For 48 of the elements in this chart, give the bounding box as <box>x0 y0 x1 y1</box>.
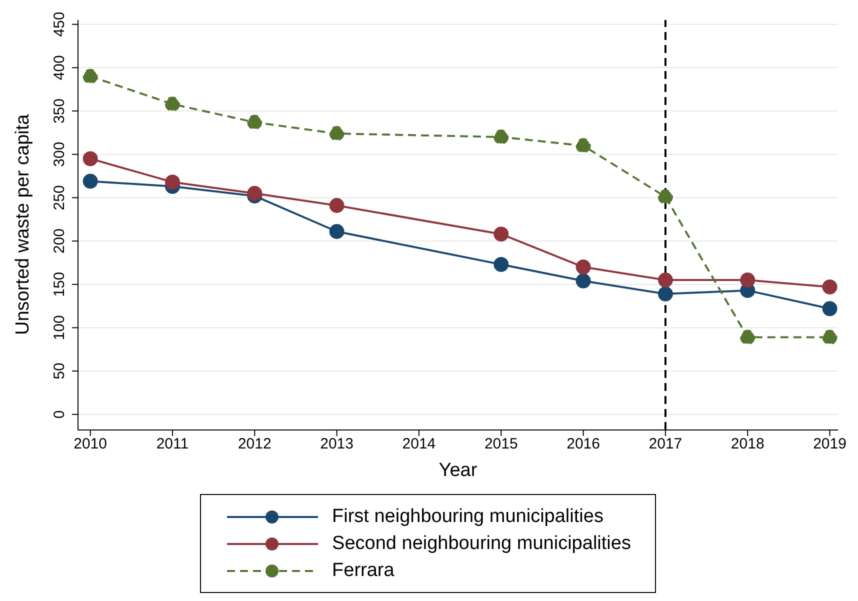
point <box>740 330 756 345</box>
x-tick-label: 2013 <box>320 436 354 453</box>
point <box>329 224 344 239</box>
point <box>494 130 509 145</box>
legend-label: Ferrara <box>332 560 394 582</box>
point <box>576 260 591 275</box>
x-tick-label: 2012 <box>238 436 272 453</box>
point <box>247 114 262 130</box>
x-tick-label: 2010 <box>74 436 108 453</box>
x-tick-label: 2014 <box>402 436 436 453</box>
x-tick-label: 2011 <box>156 436 189 453</box>
point <box>494 226 509 242</box>
x-tick-label: 2017 <box>648 436 682 453</box>
x-tick-label: 2018 <box>730 436 764 453</box>
legend-label: First neighbouring municipalities <box>332 506 604 528</box>
point <box>164 96 180 112</box>
point <box>329 198 344 213</box>
point <box>822 279 838 294</box>
x-axis-title: Year <box>438 460 478 481</box>
y-tick-label: 350 <box>51 98 68 124</box>
point <box>740 272 756 288</box>
point <box>164 174 180 190</box>
point <box>822 301 838 316</box>
x-tick-label: 2016 <box>566 436 600 453</box>
point <box>82 68 98 84</box>
point <box>658 286 673 302</box>
y-tick-label: 150 <box>51 272 68 297</box>
y-tick-label: 50 <box>51 362 68 380</box>
x-tick-label: 2019 <box>813 436 846 453</box>
point <box>576 273 591 288</box>
point <box>576 138 591 154</box>
y-tick-label: 0 <box>51 410 68 419</box>
point <box>822 330 838 345</box>
point <box>658 189 673 204</box>
y-tick-label: 200 <box>51 228 68 254</box>
y-tick-label: 450 <box>51 12 68 37</box>
point <box>82 151 98 166</box>
y-tick-label: 250 <box>51 185 68 210</box>
point <box>658 272 673 288</box>
y-axis-title: Unsorted waste per capita <box>12 114 34 335</box>
point <box>82 174 98 189</box>
point <box>494 256 509 272</box>
y-tick-label: 100 <box>51 315 68 340</box>
point <box>329 126 344 142</box>
y-tick-label: 300 <box>51 142 68 167</box>
legend-label: Second neighbouring municipalities <box>332 532 631 554</box>
y-tick-label: 400 <box>51 55 68 80</box>
x-tick-label: 2015 <box>484 436 518 453</box>
